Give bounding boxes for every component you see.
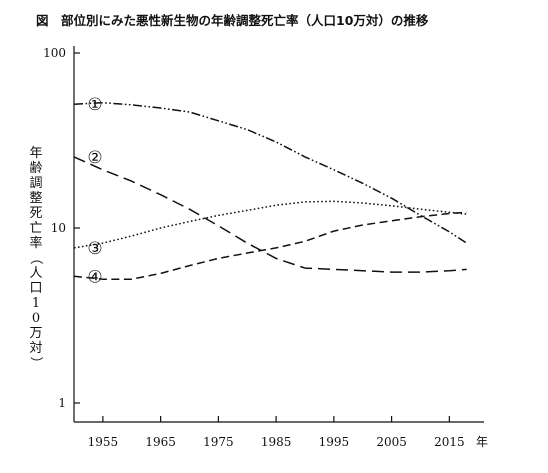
x-tick-label: 1995 (319, 435, 350, 449)
y-axis-label: 年齢調整死亡率（ 人口10万対） (28, 146, 43, 370)
y-tick-label: 10 (51, 221, 66, 235)
y-axis-label-char: 0 (32, 311, 40, 326)
y-axis-label-char: 率 (29, 235, 42, 251)
y-axis-label-char: 死 (29, 206, 42, 221)
x-axis-ticks: 1955 1965 1975 1985 1995 2005 2015 (88, 416, 465, 449)
series-labels: ① ② ③ ④ (87, 95, 102, 287)
y-axis-label-char: 調 (29, 176, 42, 191)
series-label-2: ② (87, 148, 102, 168)
y-tick-label: 100 (43, 46, 66, 60)
series-label-1: ① (87, 95, 102, 115)
x-tick-label: 1955 (88, 435, 119, 449)
y-axis-label-char: 人 (29, 266, 42, 281)
series-label-4: ④ (87, 267, 102, 287)
x-tick-label: 1975 (203, 435, 234, 449)
y-axis-label-char: 亡 (29, 221, 42, 236)
x-tick-label: 2005 (376, 435, 407, 449)
y-axis-label-char: 整 (29, 191, 42, 206)
y-axis-label-char: ） (28, 356, 43, 369)
x-tick-label: 1985 (261, 435, 292, 449)
y-axis-label-char: 対 (29, 341, 42, 356)
y-axis-ticks: 100 10 1 (43, 46, 80, 410)
y-axis-label-char: 万 (29, 326, 42, 341)
y-tick-label: 1 (58, 396, 66, 410)
y-axis-label-char: 年 (29, 146, 42, 161)
y-axis-label-char: 齢 (29, 161, 42, 176)
y-axis-label-char: （ (28, 251, 43, 264)
series-line-3 (73, 200, 467, 249)
series-group (73, 101, 468, 280)
series-line-1 (73, 101, 468, 244)
chart-title: 図 部位別にみた悪性新生物の年齢調整死亡率（人口10万対）の推移 (36, 13, 429, 28)
y-axis-label-char: 1 (32, 296, 40, 311)
x-tick-label: 1965 (145, 435, 176, 449)
series-label-3: ③ (87, 239, 102, 259)
x-tick-label: 2015 (434, 435, 465, 449)
x-axis-unit: 年 (476, 435, 488, 449)
series-line-4 (73, 211, 467, 280)
series-line-2 (73, 156, 467, 273)
y-axis-label-char: 口 (29, 281, 42, 296)
